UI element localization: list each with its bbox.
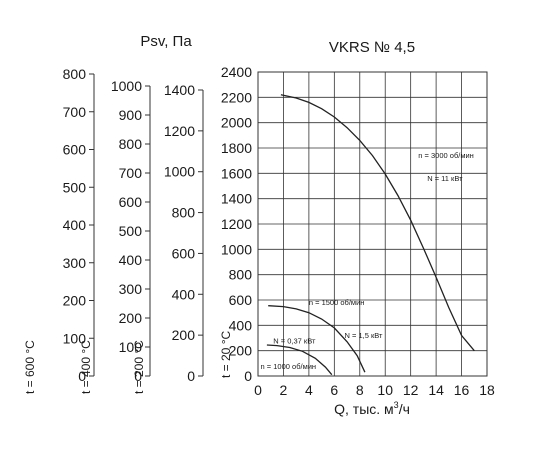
temperature-tick-label: 1000 [111, 78, 142, 94]
temperature-tick-label: 300 [63, 255, 87, 271]
y-tick-label: 2200 [221, 89, 252, 105]
temperature-tick-label: 200 [172, 327, 196, 343]
y-tick-label: 800 [229, 267, 253, 283]
y-tick-label: 1000 [221, 241, 252, 257]
y-tick-label: 2400 [221, 64, 252, 80]
temperature-tick-label: 800 [119, 136, 143, 152]
temperature-tick-label: 0 [187, 368, 195, 384]
plot-frame [257, 71, 488, 377]
temperature-tick-label: 0 [78, 368, 86, 384]
temperature-tick-label: 1000 [164, 164, 195, 180]
temperature-tick-label: 700 [63, 104, 87, 120]
x-tick-label: 12 [403, 382, 419, 398]
y-axis-label: Psv, Па [140, 33, 192, 50]
y-tick-label: 0 [244, 368, 252, 384]
x-tick-label: 4 [305, 382, 313, 398]
temperature-tick-label: 500 [63, 179, 87, 195]
temperature-tick-label: 400 [63, 217, 87, 233]
temperature-tick-label: 100 [119, 339, 143, 355]
temperature-axis-label: t = 200 °C [132, 340, 146, 394]
temperature-tick-label: 1200 [164, 123, 195, 139]
temperature-tick-label: 600 [172, 245, 196, 261]
x-tick-label: 10 [377, 382, 393, 398]
temperature-tick-label: 800 [63, 66, 87, 82]
temperature-tick-label: 900 [119, 107, 143, 123]
temperature-axes: 0 100 200 300 400 500 600 700 800 t = 600 °C 0 100 2… [23, 66, 233, 394]
x-tick-label: 16 [454, 382, 470, 398]
curve-annotation: N = 0,37 кВт [273, 337, 316, 346]
temperature-tick-label: 200 [63, 293, 87, 309]
y-tick-label: 600 [229, 292, 253, 308]
x-tick-label: 14 [428, 382, 444, 398]
curve-annotation: n = 1500 об/мин [309, 298, 365, 307]
curve-annotation: n = 1000 об/мин [261, 362, 317, 371]
temperature-tick-label: 0 [134, 368, 142, 384]
temperature-tick-label: 200 [119, 310, 143, 326]
plot-area: 0 2 4 6 8 10 12 14 16 18 0 200 400 600 800 1000 1200 1400… [221, 64, 495, 398]
x-tick-label: 18 [479, 382, 495, 398]
curve-annotation: N = 1,5 кВт [345, 331, 384, 340]
temperature-tick-label: 700 [119, 165, 143, 181]
curve-annotation: n = 3000 об/мин [418, 151, 474, 160]
temperature-tick-label: 100 [63, 330, 87, 346]
x-tick-label: 0 [254, 382, 262, 398]
y-tick-label: 400 [229, 317, 253, 333]
temperature-tick-label: 500 [119, 223, 143, 239]
temperature-axis-label: t = 20 °C [219, 331, 233, 378]
y-tick-label: 200 [229, 343, 253, 359]
performance-curve-3 [266, 344, 333, 376]
temperature-axis-label: t = 600 °C [23, 340, 37, 394]
temperature-tick-label: 800 [172, 205, 196, 221]
y-tick-label: 1400 [221, 191, 252, 207]
x-tick-label: 8 [356, 382, 364, 398]
y-tick-label: 2000 [221, 115, 252, 131]
performance-curve-2 [268, 305, 366, 373]
y-tick-label: 1800 [221, 140, 252, 156]
chart-title: VKRS № 4,5 [329, 39, 415, 56]
performance-curve-1 [280, 94, 475, 352]
curve-annotation: N = 11 кВт [427, 174, 463, 183]
temperature-tick-label: 400 [172, 286, 196, 302]
y-tick-label: 1600 [221, 165, 252, 181]
y-tick-label: 1200 [221, 216, 252, 232]
x-tick-label: 6 [330, 382, 338, 398]
x-tick-label: 2 [280, 382, 288, 398]
temperature-axis-label: t = 400 °C [79, 340, 93, 394]
temperature-tick-label: 600 [63, 142, 87, 158]
temperature-tick-label: 300 [119, 281, 143, 297]
temperature-tick-label: 600 [119, 194, 143, 210]
temperature-tick-label: 1400 [164, 82, 195, 98]
x-axis-label: Q, тыс. м3/ч [334, 400, 410, 417]
temperature-tick-label: 400 [119, 252, 143, 268]
